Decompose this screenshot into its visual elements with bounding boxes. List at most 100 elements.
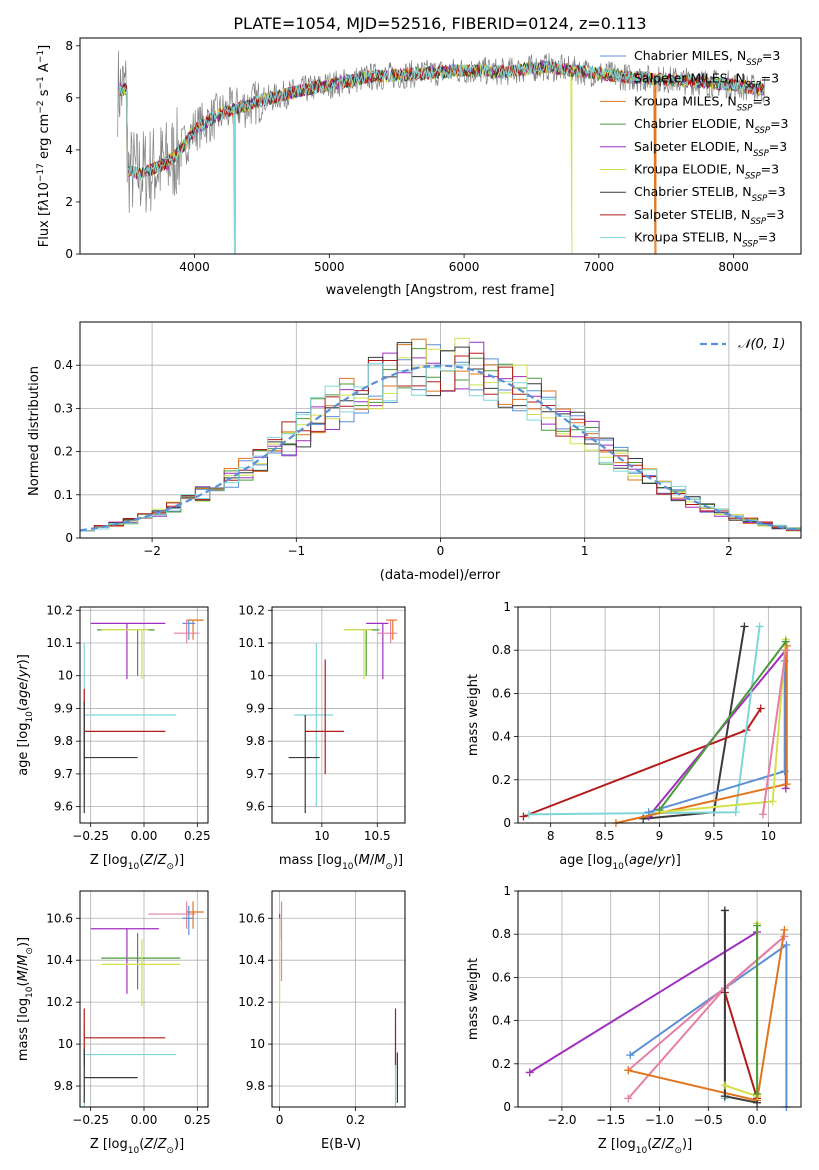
axes-frame <box>79 37 802 255</box>
axes-frame <box>271 890 406 1108</box>
weight-marker <box>720 1092 729 1101</box>
y-tick-label: 0.6 <box>492 686 511 700</box>
y-tick-label: 9.8 <box>54 1079 73 1093</box>
residual-panel: −2 −1 0 1 200.10.20.30.4 (data-model)/error … <box>27 321 802 583</box>
weight-marker <box>782 941 791 949</box>
weight-marker <box>781 646 790 655</box>
weight-marker <box>731 808 740 817</box>
wAge-ylabel: mass weight <box>466 674 481 756</box>
weight-line <box>528 626 761 816</box>
weight-line <box>627 935 786 1100</box>
mass-vs-ebv-plot: 0 0.2 9.8 10 10.2 10.4 10.6 <box>238 890 406 1127</box>
y-tick-label: 4 <box>65 143 73 157</box>
x-tick-label: 0.0 <box>748 1113 767 1127</box>
residual-xlabel: (data-model)/error <box>380 568 501 583</box>
weight-line <box>761 650 787 815</box>
y-tick-label: 10.2 <box>238 995 265 1009</box>
y-tick-label: 0 <box>503 816 511 830</box>
y-tick-label: 0.4 <box>54 358 73 372</box>
y-tick-label: 10.4 <box>238 953 265 967</box>
gauss-legend-label: 𝒩(0, 1) <box>738 337 785 352</box>
ageZ-ylabel: age [log10(age/yr)] <box>16 654 35 776</box>
model-line-kroupa-elodie <box>118 62 764 254</box>
weight-marker <box>781 784 790 793</box>
weight-marker <box>720 906 729 915</box>
y-tick-label: 6 <box>65 91 73 105</box>
wAge-xlabel: age [log10(age/yr)] <box>559 853 681 872</box>
x-tick-label: 4000 <box>179 260 210 274</box>
y-tick-label: 10.2 <box>46 995 73 1009</box>
y-tick-label: 9.6 <box>54 800 73 814</box>
y-tick-label: 10 <box>58 669 73 683</box>
y-tick-label: 10 <box>250 1037 265 1051</box>
y-tick-label: 10 <box>58 1037 73 1051</box>
weight-marker <box>780 925 789 934</box>
y-tick-label: 10.1 <box>238 636 265 650</box>
y-tick-label: 10.1 <box>46 636 73 650</box>
y-tick-label: 1 <box>503 600 511 614</box>
y-tick-label: 0 <box>65 247 73 261</box>
x-tick-label: 10.5 <box>364 829 391 843</box>
legend-label: Kroupa MILES, NSSP=3 <box>634 93 771 113</box>
y-tick-label: 0.4 <box>492 1014 511 1028</box>
x-tick-label: 5000 <box>314 260 345 274</box>
weight-line <box>529 931 758 1074</box>
x-tick-label: 0 <box>276 1113 284 1127</box>
y-tick-label: 10.2 <box>238 603 265 617</box>
weight-marker <box>756 704 765 713</box>
x-tick-label: 6000 <box>449 260 480 274</box>
weight-marker <box>753 1090 762 1099</box>
y-tick-label: 0 <box>65 531 73 545</box>
x-tick-label: −1.5 <box>596 1113 625 1127</box>
axes-frame <box>517 890 802 1108</box>
x-tick-label: 9 <box>656 829 664 843</box>
y-tick-label: 0.1 <box>54 488 73 502</box>
mZ-ylabel: mass [log10(M/M⊙)] <box>16 937 35 1061</box>
y-tick-label: 0 <box>503 1100 511 1114</box>
age-vs-mass-plot: 10 10.5 9.6 9.7 9.8 9.9 10 10.1 10.2 <box>238 603 406 843</box>
y-tick-label: 9.9 <box>246 701 265 715</box>
weight-marker <box>624 1094 633 1103</box>
y-tick-label: 0.8 <box>492 927 511 941</box>
x-tick-label: 0.00 <box>131 829 158 843</box>
x-tick-label: 0 <box>437 544 445 558</box>
weight-line <box>643 626 746 820</box>
wZ-ylabel: mass weight <box>466 958 481 1040</box>
y-tick-label: 10 <box>250 669 265 683</box>
x-tick-label: −1 <box>287 544 305 558</box>
weight-marker <box>782 780 791 789</box>
x-tick-label: 8 <box>547 829 555 843</box>
gaussian-curve <box>79 364 802 532</box>
weight-marker <box>655 806 664 815</box>
x-tick-label: 2 <box>725 544 733 558</box>
weight-marker <box>782 641 791 650</box>
legend-label: Chabrier MILES, NSSP=3 <box>634 48 780 68</box>
y-tick-label: 2 <box>65 195 73 209</box>
x-tick-label: −0.25 <box>72 829 109 843</box>
y-tick-label: 9.9 <box>54 701 73 715</box>
spectrum-plot-area: 4000 5000 6000 7000 8000 0 2 4 6 8 <box>65 37 802 274</box>
residual-ylabel: Normed distribution <box>27 366 42 496</box>
y-tick-label: 0.2 <box>54 445 73 459</box>
weight-line <box>629 943 788 1107</box>
y-tick-label: 9.6 <box>246 800 265 814</box>
y-tick-label: 0.3 <box>54 401 73 415</box>
weight-marker <box>753 921 762 930</box>
weight-marker <box>781 637 790 646</box>
x-tick-label: 7000 <box>584 260 615 274</box>
legend-label: Salpeter ELODIE, NSSP=3 <box>634 139 787 159</box>
y-tick-label: 9.7 <box>246 767 265 781</box>
x-tick-label: −0.25 <box>72 1113 109 1127</box>
x-tick-label: −1.0 <box>645 1113 674 1127</box>
y-tick-label: 10.6 <box>238 911 265 925</box>
legend-label: Salpeter MILES, NSSP=3 <box>634 71 779 91</box>
x-tick-label: −2.0 <box>547 1113 576 1127</box>
weight-marker <box>755 622 764 631</box>
x-tick-label: 0.25 <box>184 829 211 843</box>
weight-vs-metallicity-plot: −2.0 −1.5 −1.0 −0.5 0.0 0 0.2 0.4 0.6 0.8 1 <box>492 884 802 1127</box>
weight-marker <box>624 1066 633 1075</box>
weight-marker <box>720 1081 729 1090</box>
mZ-xlabel: Z [log10(Z/Z⊙)] <box>90 1137 184 1156</box>
axes-frame <box>79 606 209 824</box>
